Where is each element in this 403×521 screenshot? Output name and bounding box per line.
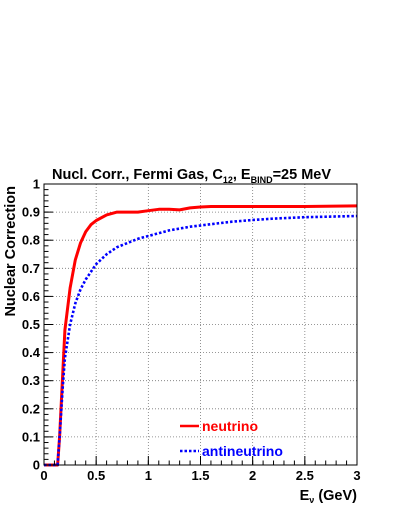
y-tick-label: 0.9 xyxy=(22,205,40,220)
x-tick-label: 1.5 xyxy=(191,468,209,483)
x-tick-label: 2 xyxy=(249,468,256,483)
tick-labels: 0 0.5 1 1.5 2 2.5 3 0 0.1 0.2 0.3 0.4 0.5 0.6 0.7 0.8 0.… xyxy=(22,177,361,484)
chart-title: Nucl. Corr., Fermi Gas, C12, EBIND=25 Me… xyxy=(52,167,331,185)
series-line-neutrino xyxy=(44,204,358,467)
y-tick-label: 0.4 xyxy=(22,345,41,360)
y-tick-label: 0.3 xyxy=(22,373,40,388)
x-tick-label: 2.5 xyxy=(296,468,314,483)
y-tick-label: 0.5 xyxy=(22,317,40,332)
y-tick-label: 0.6 xyxy=(22,289,40,304)
y-tick-label: 1 xyxy=(33,177,40,192)
series-layer xyxy=(44,204,358,467)
legend-antineutrino-label: antineutrino xyxy=(202,443,283,459)
y-tick-label: 0.2 xyxy=(22,401,40,416)
x-axis-label: Eν (GeV) xyxy=(300,488,358,505)
legend: neutrino antineutrino xyxy=(180,418,283,459)
legend-neutrino-label: neutrino xyxy=(202,418,258,434)
y-tick-label: 0.1 xyxy=(22,429,40,444)
x-tick-label: 1 xyxy=(145,468,152,483)
grid xyxy=(44,184,357,465)
ticks xyxy=(43,183,358,466)
y-axis-label: Nuclear Correction xyxy=(3,186,19,317)
y-tick-label: 0 xyxy=(33,458,40,473)
x-tick-label: 0 xyxy=(40,468,47,483)
y-tick-label: 0.8 xyxy=(22,233,40,248)
x-tick-label: 3 xyxy=(353,468,360,483)
x-tick-label: 0.5 xyxy=(87,468,105,483)
y-tick-label: 0.7 xyxy=(22,261,40,276)
series-line-antineutrino xyxy=(44,214,358,467)
